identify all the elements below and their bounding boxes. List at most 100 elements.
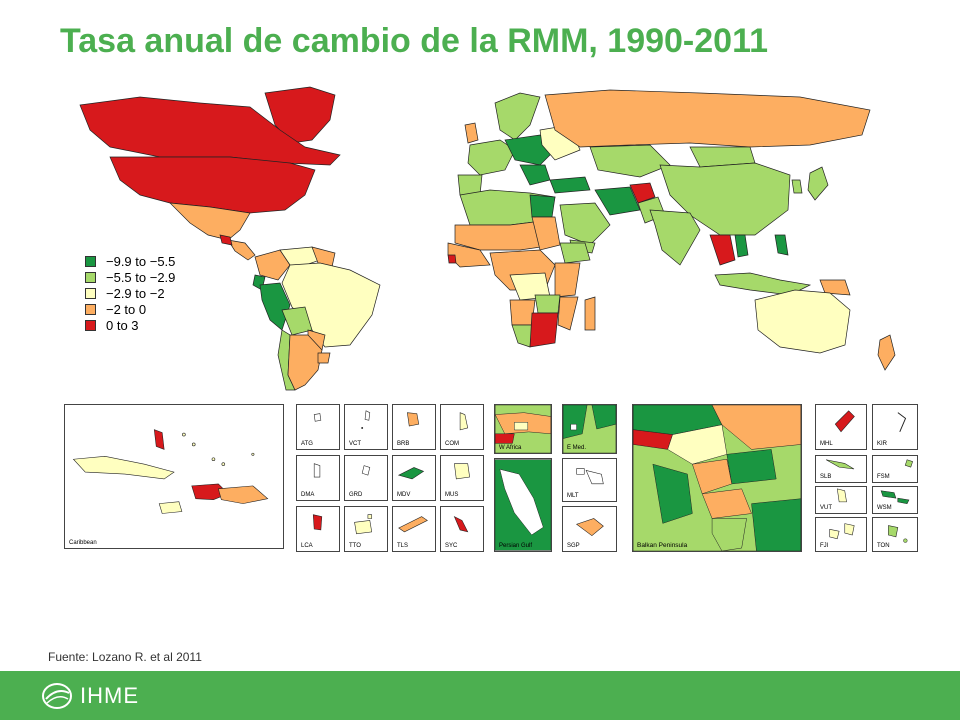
- inset-syc: SYC: [440, 506, 484, 552]
- region-mexico: [169, 202, 251, 241]
- region-canada: [79, 96, 341, 166]
- inset-kir: KIR: [872, 404, 918, 450]
- legend-swatch: [85, 271, 96, 283]
- legend-swatch: [85, 255, 96, 267]
- inset-tls: TLS: [392, 506, 436, 552]
- inset-wsm: WSM: [872, 486, 918, 514]
- inset-e-med: E Med.: [562, 404, 617, 454]
- ihme-logo-text: IHME: [80, 683, 139, 708]
- inset-label: SYC: [445, 543, 458, 549]
- region-saudi-arabia: [559, 202, 611, 246]
- inset-slb: SLB: [815, 455, 867, 483]
- inset-caribbean: Caribbean: [64, 404, 284, 549]
- inset-label: GRD: [349, 492, 363, 498]
- region-kazakhstan: [589, 144, 671, 178]
- inset-mdv: MDV: [392, 455, 436, 501]
- legend-swatch: [85, 287, 96, 299]
- legend-label: −2.9 to −2: [106, 285, 165, 301]
- inset-label: SGP: [567, 543, 580, 549]
- legend-item: −9.9 to −5.5: [85, 253, 175, 269]
- region-madagascar: [584, 296, 596, 331]
- region-russia: [544, 89, 871, 148]
- inset-label: DMA: [301, 492, 315, 498]
- inset-atg: ATG: [296, 404, 340, 450]
- inset-tto: TTO: [344, 506, 388, 552]
- region-mozambique: [557, 296, 579, 331]
- region-india: [649, 209, 701, 266]
- inset-label: COM: [445, 441, 459, 447]
- region-ethiopia: [559, 242, 591, 264]
- inset-label: FJI: [820, 543, 829, 549]
- region-colombia: [254, 249, 291, 281]
- inset-label: WSM: [877, 505, 892, 511]
- inset-label: MDV: [397, 492, 411, 498]
- inset-label: BRB: [397, 441, 410, 447]
- region-sierra-leone: [447, 254, 457, 264]
- region-png: [819, 279, 851, 296]
- inset-label: TLS: [397, 543, 409, 549]
- inset-sgp: SGP: [562, 506, 617, 552]
- legend-swatch: [85, 319, 96, 331]
- inset-label: TON: [877, 543, 890, 549]
- region-scandinavia: [494, 92, 541, 141]
- inset-label: W Africa: [499, 445, 522, 451]
- legend-item: −5.5 to −2.9: [85, 269, 175, 285]
- inset-label: E Med.: [567, 445, 587, 451]
- region-new-zealand: [877, 334, 896, 371]
- region-argentina: [287, 334, 323, 391]
- region-japan: [807, 166, 829, 201]
- inset-label: VCT: [349, 441, 361, 447]
- source-citation: Fuente: Lozano R. et al 2011: [48, 650, 202, 664]
- inset-com: COM: [440, 404, 484, 450]
- inset-label: KIR: [877, 441, 888, 447]
- inset-label: VUT: [820, 505, 832, 511]
- inset-label: FSM: [877, 474, 890, 480]
- inset-grd: GRD: [344, 455, 388, 501]
- inset-mus: MUS: [440, 455, 484, 501]
- inset-w-africa: W Africa: [494, 404, 552, 454]
- region-uk: [464, 122, 479, 144]
- region-guatemala: [219, 234, 233, 246]
- inset-label: Persian Gulf: [499, 543, 533, 549]
- inset-mhl: MHL: [815, 404, 867, 450]
- legend-label: −9.9 to −5.5: [106, 253, 176, 269]
- legend-swatch: [85, 303, 96, 315]
- legend-label: −2 to 0: [106, 301, 147, 317]
- inset-lca: LCA: [296, 506, 340, 552]
- legend-label: 0 to 3: [106, 317, 139, 333]
- inset-label: Balkan Peninsula: [637, 542, 688, 549]
- region-usa: [109, 156, 316, 214]
- region-korea: [791, 179, 803, 194]
- inset-vut: VUT: [815, 486, 867, 514]
- region-philippines: [774, 234, 789, 256]
- inset-fsm: FSM: [872, 455, 918, 483]
- legend-item: 0 to 3: [85, 317, 175, 333]
- inset-label: MHL: [820, 441, 833, 447]
- ihme-leaf-icon: [42, 683, 72, 709]
- region-egypt: [529, 194, 556, 218]
- region-china: [659, 162, 791, 236]
- region-sahel: [454, 219, 556, 251]
- inset-label: ATG: [301, 441, 313, 447]
- inset-brb: BRB: [392, 404, 436, 450]
- footer-bar: [0, 671, 960, 720]
- region-indonesia: [714, 272, 812, 296]
- region-zambia: [534, 294, 561, 314]
- region-turkey: [549, 176, 591, 194]
- region-bolivia: [281, 306, 313, 336]
- inset-mlt: MLT: [562, 458, 617, 502]
- region-western-europe: [467, 139, 516, 176]
- inset-balkan: Balkan Peninsula: [632, 404, 802, 552]
- region-brazil: [281, 262, 381, 348]
- inset-dma: DMA: [296, 455, 340, 501]
- region-namibia: [511, 324, 533, 348]
- region-iran: [594, 186, 641, 216]
- region-australia: [754, 289, 851, 354]
- map-legend: −9.9 to −5.5 −5.5 to −2.9 −2.9 to −2 −2 …: [85, 253, 175, 333]
- legend-item: −2 to 0: [85, 301, 175, 317]
- legend-label: −5.5 to −2.9: [106, 269, 176, 285]
- inset-label: TTO: [349, 543, 361, 549]
- inset-label: SLB: [820, 474, 832, 480]
- region-sudan: [531, 216, 561, 251]
- inset-fji: FJI: [815, 517, 867, 552]
